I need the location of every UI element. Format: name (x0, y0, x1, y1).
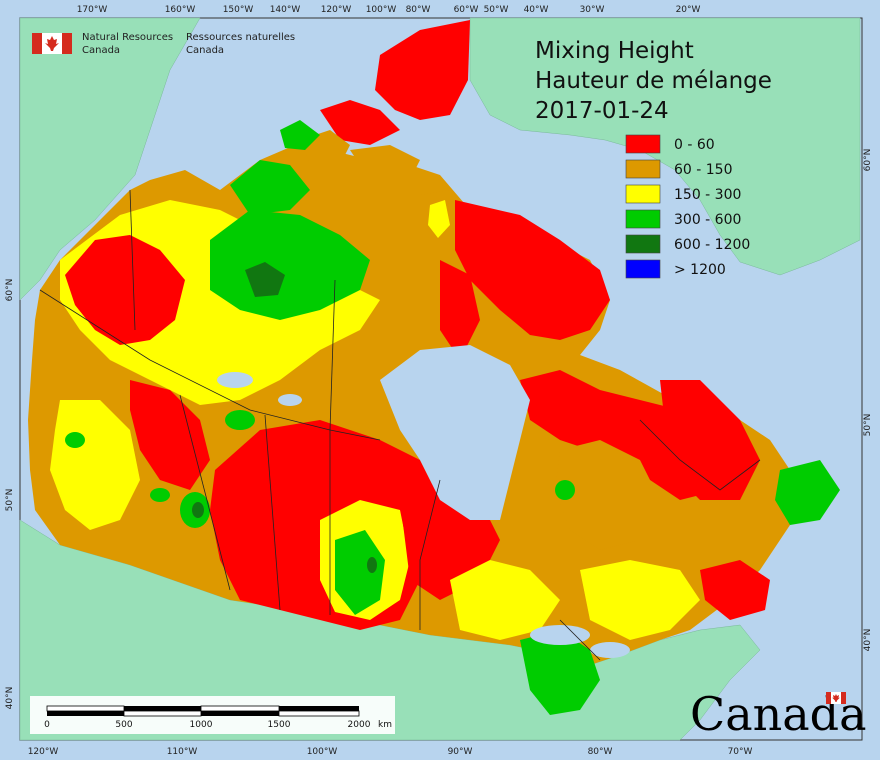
boundaries (39, 189, 761, 661)
wordmark-flag-bar (841, 692, 846, 704)
legend-swatch (625, 159, 661, 179)
left-tick: 40°N (5, 687, 15, 710)
scale-segment (279, 706, 359, 711)
left-ticks: 60°N 50°N 40°N (5, 279, 15, 710)
scale-label: 1500 (268, 720, 291, 730)
flag-bar-right (62, 33, 72, 54)
right-tick: 60°N (863, 149, 873, 172)
top-tick: 20°W (676, 5, 701, 15)
top-tick: 100°W (366, 5, 397, 15)
scale-segment (47, 711, 124, 716)
legend-swatch (625, 234, 661, 254)
canada-wordmark: Canada (690, 687, 867, 741)
legend-label: > 1200 (674, 262, 726, 278)
scale-label: 1000 (190, 720, 213, 730)
bottom-tick: 90°W (448, 747, 473, 757)
wordmark-flag-bar (826, 692, 831, 704)
legend-swatch (625, 259, 661, 279)
top-tick: 30°W (580, 5, 605, 15)
legend-swatch (625, 184, 661, 204)
scale-unit: km (378, 720, 392, 730)
scale-label: 0 (44, 720, 50, 730)
nrcan-signature: Natural Resources Canada Ressources natu… (32, 32, 295, 56)
flag-bar-left (32, 33, 42, 54)
map-date: 2017-01-24 (535, 98, 669, 124)
legend-label: 0 - 60 (674, 137, 715, 153)
scale-segment (278, 710, 360, 717)
top-tick: 120°W (321, 5, 352, 15)
legend-swatch (625, 209, 661, 229)
top-tick: 150°W (223, 5, 254, 15)
bottom-tick: 70°W (728, 747, 753, 757)
bottom-ticks: 120°W 110°W 100°W 90°W 80°W 70°W (28, 747, 753, 757)
agency-en-2: Canada (82, 45, 120, 56)
arctic-islands (230, 20, 610, 360)
left-tick: 50°N (5, 489, 15, 512)
agency-fr-1: Ressources naturelles (186, 32, 295, 43)
scale-segment (124, 706, 201, 711)
top-tick: 140°W (270, 5, 301, 15)
scale-segment (200, 705, 280, 712)
right-ticks: 60°N 50°N 40°N (863, 149, 873, 652)
top-tick: 170°W (77, 5, 108, 15)
legend-label: 300 - 600 (674, 212, 741, 228)
maple-leaf-icon (832, 694, 840, 702)
scale-bar: 0 500 1000 1500 2000 km (30, 696, 395, 734)
agency-en-1: Natural Resources (82, 32, 173, 43)
scale-label: 2000 (348, 720, 371, 730)
bottom-tick: 80°W (588, 747, 613, 757)
legend-label: 600 - 1200 (674, 237, 750, 253)
right-tick: 50°N (863, 414, 873, 437)
scale-segment (123, 710, 202, 717)
alaska (19, 17, 201, 301)
top-tick: 80°W (406, 5, 431, 15)
scale-segment (201, 711, 279, 716)
agency-fr-2: Canada (186, 45, 224, 56)
scale-label: 500 (115, 720, 132, 730)
top-tick: 160°W (165, 5, 196, 15)
top-tick: 40°W (524, 5, 549, 15)
legend-label: 60 - 150 (674, 162, 733, 178)
top-tick: 50°W (484, 5, 509, 15)
legend: 0 - 60 60 - 150 150 - 300 300 - 600 600 - 12… (625, 134, 750, 279)
legend-label: 150 - 300 (674, 187, 741, 203)
legend-swatch (625, 134, 661, 154)
maple-leaf-icon (45, 36, 59, 51)
bottom-tick: 120°W (28, 747, 59, 757)
top-tick: 60°W (454, 5, 479, 15)
bottom-tick: 110°W (167, 747, 198, 757)
top-ticks: 170°W 160°W 150°W 140°W 120°W 100°W 80°W… (77, 5, 701, 15)
map-title-fr: Hauteur de mélange (535, 68, 772, 94)
greenland (469, 17, 861, 276)
left-tick: 60°N (5, 279, 15, 302)
map-title: Mixing Height (535, 38, 694, 64)
scale-segment (46, 705, 125, 712)
bottom-tick: 100°W (307, 747, 338, 757)
right-tick: 40°N (863, 629, 873, 652)
